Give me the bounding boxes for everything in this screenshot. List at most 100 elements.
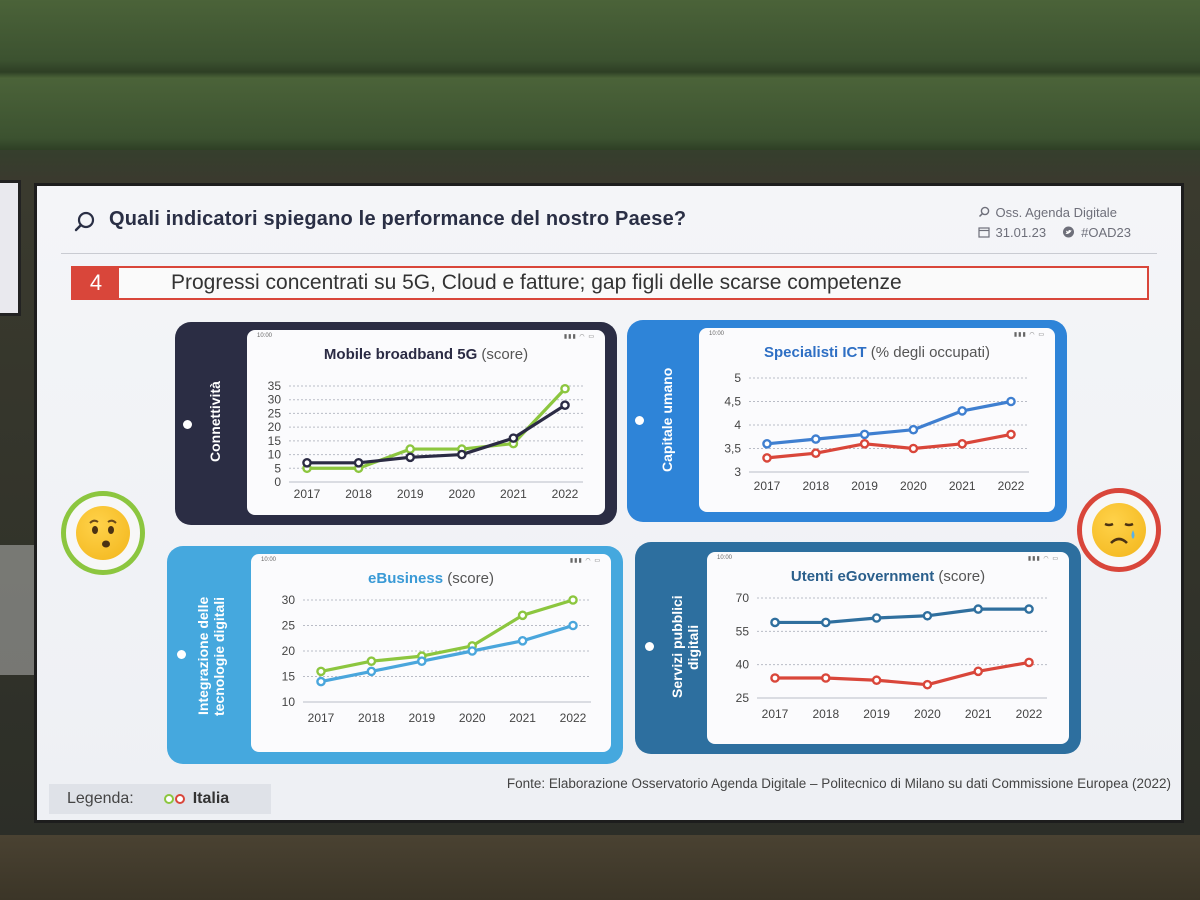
- status-icons: ▮▮▮ ◠ ▭: [563, 334, 595, 340]
- data-point: [821, 617, 831, 628]
- y-tick-label: 25: [268, 406, 282, 420]
- meta-org: Oss. Agenda Digitale: [978, 202, 1141, 222]
- x-tick-label: 2021: [509, 711, 536, 725]
- x-tick-label: 2022: [998, 479, 1025, 493]
- band-label-connettivita: Connettività: [207, 381, 223, 463]
- chart-screen-2: 10:00 ▮▮▮ ◠ ▭ Specialisti ICT (% degli o…: [699, 328, 1055, 512]
- chart-unit: (score): [481, 346, 529, 363]
- side-light: [0, 545, 40, 675]
- sad-face-icon: [1077, 488, 1161, 572]
- source-note: Fonte: Elaborazione Osservatorio Agenda …: [506, 776, 1171, 791]
- data-point: [973, 604, 984, 614]
- data-point: [405, 444, 415, 454]
- x-tick-label: 2021: [949, 479, 976, 493]
- x-tick-label: 2019: [397, 487, 424, 501]
- emoji-face: [1092, 503, 1146, 557]
- y-tick-label: 10: [282, 695, 296, 709]
- search-icon: [978, 206, 989, 218]
- x-tick-label: 2017: [308, 711, 335, 725]
- data-point: [316, 676, 326, 687]
- data-point: [316, 666, 326, 677]
- data-point: [456, 449, 467, 460]
- data-point: [922, 679, 933, 690]
- background-wall: [0, 0, 1200, 150]
- banner-text: Progressi concentrati su 5G, Cloud e fat…: [171, 271, 902, 294]
- presentation-slide: Quali indicatori spiegano le performance…: [34, 183, 1184, 823]
- data-point: [302, 457, 312, 468]
- chart-utenti-egovernment: 25 40 55 70 2017 2018 2019 2020 2021 2022: [736, 591, 1047, 721]
- chart-title-3: eBusiness (score): [251, 570, 611, 587]
- series-line: [775, 607, 1029, 625]
- data-point: [973, 666, 984, 677]
- calendar-icon: [977, 227, 990, 238]
- data-point: [366, 666, 377, 677]
- data-point: [467, 646, 477, 656]
- series-line: [766, 432, 1012, 460]
- x-tick-label: 2021: [965, 707, 992, 721]
- x-tick-label: 2021: [500, 487, 527, 501]
- data-point: [871, 675, 882, 686]
- data-point: [821, 673, 831, 683]
- legend-country: Italia: [192, 790, 230, 807]
- status-time: 10:00: [717, 555, 733, 561]
- status-time: 10:00: [709, 331, 725, 337]
- data-point: [508, 433, 519, 443]
- card-capitale-umano: Capitale umano 10:00 ▮▮▮ ◠ ▭ Specialisti…: [627, 320, 1067, 522]
- y-tick-label: 0: [274, 475, 281, 489]
- data-point: [908, 443, 919, 454]
- card-integrazione: Integrazione delle tecnologie digitali 1…: [167, 546, 623, 764]
- card-connettivita: Connettività 10:00 ▮▮▮ ◠ ▭ Mobile broadb…: [175, 322, 617, 525]
- x-tick-label: 2020: [914, 707, 941, 721]
- band-label-integrazione: Integrazione delle tecnologie digitali: [195, 596, 227, 716]
- phone-dot: [183, 420, 192, 429]
- x-tick-label: 2020: [459, 711, 486, 725]
- slide-title: Quali indicatori spiegano le performance…: [109, 208, 687, 230]
- banner-number: 4: [73, 268, 119, 298]
- data-point: [1024, 657, 1034, 668]
- x-tick-label: 2022: [1016, 707, 1043, 721]
- data-point: [517, 636, 528, 646]
- x-tick-label: 2022: [552, 487, 579, 501]
- legend-dot-green: [163, 794, 174, 804]
- phone-dot: [635, 416, 644, 425]
- chart-title-text: Specialisti ICT: [764, 344, 867, 361]
- chart-unit: (% degli occupati): [870, 344, 990, 361]
- search-icon: [74, 211, 95, 232]
- y-tick-label: 30: [282, 593, 296, 607]
- x-tick-label: 2020: [900, 479, 927, 493]
- chart-screen-4: 10:00 ▮▮▮ ◠ ▭ Utenti eGovernment (score)…: [707, 552, 1069, 744]
- y-tick-label: 25: [736, 691, 750, 705]
- status-icons: ▮▮▮ ◠ ▭: [569, 558, 601, 564]
- divider: [61, 253, 1157, 254]
- chart-title-2: Specialisti ICT (% degli occupati): [699, 344, 1055, 361]
- data-point: [366, 656, 377, 666]
- face-features: [1104, 522, 1135, 544]
- chart-title-1: Mobile broadband 5G (score): [247, 346, 605, 363]
- data-point: [859, 429, 870, 440]
- hushed-face-icon: [61, 491, 145, 575]
- twitter-icon: [1063, 226, 1075, 238]
- data-point: [770, 673, 780, 683]
- status-icons: ▮▮▮ ◠ ▭: [1027, 556, 1059, 562]
- legend-dots: [163, 794, 185, 804]
- data-point: [517, 610, 528, 621]
- y-tick-label: 20: [282, 644, 296, 658]
- y-tick-label: 4: [734, 418, 741, 432]
- chart-specialisti-ict: 3 3,5 4 4,5 5 2017 2018 2019 2020 2021 2022: [724, 371, 1029, 493]
- chart-unit: (score): [938, 568, 986, 585]
- data-point: [1024, 604, 1034, 614]
- phone-dot: [177, 650, 186, 659]
- x-tick-label: 2018: [812, 707, 839, 721]
- band-label-capitale-umano: Capitale umano: [659, 367, 675, 473]
- legend-dot-red: [174, 794, 185, 804]
- chart-screen-3: 10:00 ▮▮▮ ◠ ▭ eBusiness (score) 10 15 20 25…: [251, 554, 611, 752]
- y-tick-label: 5: [274, 461, 281, 475]
- legend-label: Legenda:: [67, 790, 134, 807]
- data-point: [871, 613, 882, 623]
- x-tick-label: 2017: [294, 487, 321, 501]
- data-point: [560, 383, 570, 394]
- data-point: [405, 452, 415, 463]
- card-servizi-pubblici: Servizi pubblici digitali 10:00 ▮▮▮ ◠ ▭ …: [635, 542, 1081, 754]
- data-point: [859, 439, 870, 449]
